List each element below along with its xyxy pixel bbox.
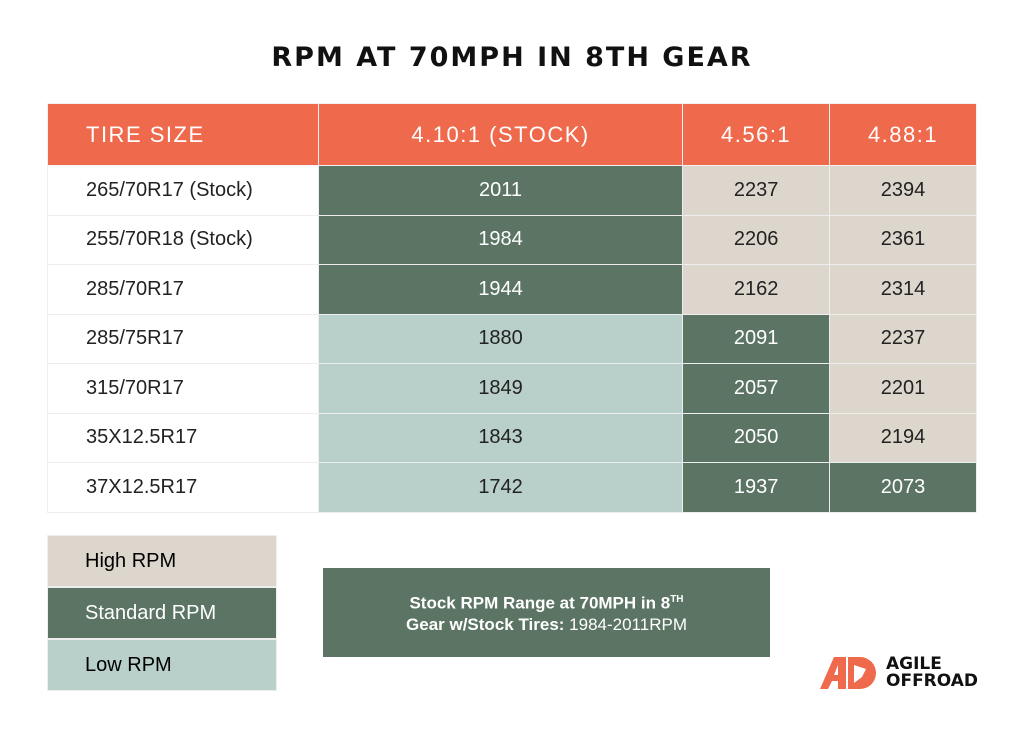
- header-ratio-410: 4.10:1 (STOCK): [317, 103, 684, 166]
- rpm-cell: 2394: [829, 165, 977, 216]
- info-sup: TH: [670, 593, 684, 605]
- table-row: 285/75R17 1880 2091 2237: [47, 313, 977, 364]
- rpm-cell: 1849: [317, 363, 684, 414]
- rpm-cell: 1880: [317, 313, 684, 364]
- rpm-cell: 1944: [317, 264, 684, 315]
- legend-low-rpm: Low RPM: [47, 639, 277, 691]
- page-title: RPM AT 70MPH IN 8TH GEAR: [271, 42, 753, 73]
- tire-size-cell: 255/70R18 (Stock): [47, 214, 319, 265]
- info-line2-label: Gear w/Stock Tires:: [406, 615, 565, 635]
- rpm-cell: 2206: [682, 214, 831, 265]
- tire-size-cell: 37X12.5R17: [47, 462, 319, 513]
- legend-high-rpm: High RPM: [47, 535, 277, 587]
- legend-standard-rpm: Standard RPM: [47, 587, 277, 639]
- logo-line1: AGILE: [886, 654, 942, 674]
- rpm-cell: 1742: [317, 462, 684, 513]
- rpm-cell: 2361: [829, 214, 977, 265]
- header-tire-size: TIRE SIZE: [47, 103, 319, 166]
- table-row: 265/70R17 (Stock) 2011 2237 2394: [47, 165, 977, 216]
- rpm-cell: 2073: [829, 462, 977, 513]
- info-rpm-range: 1984-2011RPM: [564, 615, 687, 635]
- rpm-cell: 2194: [829, 412, 977, 463]
- rpm-cell: 2050: [682, 412, 831, 463]
- info-line1: Stock RPM Range at 70MPH in 8: [409, 593, 671, 613]
- table-row: 285/70R17 1944 2162 2314: [47, 264, 977, 315]
- stock-rpm-info-box: Stock RPM Range at 70MPH in 8TH Gear w/S…: [323, 568, 770, 657]
- rpm-cell: 2237: [682, 165, 831, 216]
- header-ratio-456: 4.56:1: [682, 103, 831, 166]
- rpm-cell: 1937: [682, 462, 831, 513]
- agile-offroad-logo: AGILE OFFROAD: [820, 655, 978, 691]
- table-header-row: TIRE SIZE 4.10:1 (STOCK) 4.56:1 4.88:1: [47, 103, 977, 166]
- rpm-cell: 2011: [317, 165, 684, 216]
- table-row: 35X12.5R17 1843 2050 2194: [47, 412, 977, 463]
- rpm-cell: 1843: [317, 412, 684, 463]
- rpm-cell: 2237: [829, 313, 977, 364]
- rpm-table: TIRE SIZE 4.10:1 (STOCK) 4.56:1 4.88:1 2…: [47, 103, 977, 513]
- rpm-cell: 2057: [682, 363, 831, 414]
- table-row: 315/70R17 1849 2057 2201: [47, 363, 977, 414]
- legend: High RPM Standard RPM Low RPM: [47, 535, 277, 691]
- tire-size-cell: 285/70R17: [47, 264, 319, 315]
- rpm-cell: 2314: [829, 264, 977, 315]
- rpm-cell: 1984: [317, 214, 684, 265]
- header-ratio-488: 4.88:1: [829, 103, 977, 166]
- tire-size-cell: 265/70R17 (Stock): [47, 165, 319, 216]
- tire-size-cell: 35X12.5R17: [47, 412, 319, 463]
- rpm-cell: 2201: [829, 363, 977, 414]
- tire-size-cell: 285/75R17: [47, 313, 319, 364]
- rpm-cell: 2091: [682, 313, 831, 364]
- table-row: 37X12.5R17 1742 1937 2073: [47, 462, 977, 513]
- logo-line2: OFFROAD: [886, 671, 979, 691]
- tire-size-cell: 315/70R17: [47, 363, 319, 414]
- agile-offroad-logo-icon: [820, 657, 876, 689]
- rpm-cell: 2162: [682, 264, 831, 315]
- table-row: 255/70R18 (Stock) 1984 2206 2361: [47, 214, 977, 265]
